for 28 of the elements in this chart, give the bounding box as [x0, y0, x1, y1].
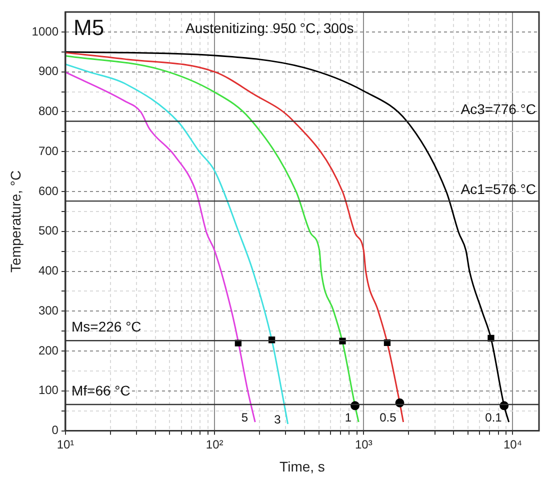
y-axis-title: Temperature, °C	[7, 170, 24, 272]
x-tick-label: 10¹	[56, 437, 74, 452]
ref-line-label: Ac3=776 °C	[460, 101, 536, 118]
y-tick-label: 200	[38, 343, 59, 358]
y-tick-label: 300	[38, 303, 59, 318]
y-tick-label: 600	[38, 184, 59, 198]
chart-title: M5	[73, 15, 104, 40]
y-tick-label: 900	[38, 64, 59, 78]
y-tick-label: 0	[52, 423, 59, 438]
y-tick-label: 100	[38, 383, 59, 398]
series-label: 1	[344, 410, 352, 424]
ref-line-label: Ac1=576 °C	[460, 180, 536, 197]
series-label: 3	[274, 412, 282, 426]
series-label: 5	[241, 410, 248, 424]
series-label: 0.1	[485, 410, 502, 424]
series-label: 0.5	[380, 410, 397, 424]
y-tick-label: 700	[38, 144, 59, 158]
x-tick-label: 10⁴	[503, 437, 522, 452]
x-tick-label: 10³	[354, 437, 372, 452]
x-tick-label: 10²	[206, 437, 224, 452]
y-tick-label: 500	[38, 224, 59, 238]
y-tick-label: 400	[38, 264, 59, 278]
text: Austenitizing: 950 °C, 300s	[185, 20, 354, 36]
y-tick-label: 1000	[32, 24, 59, 38]
x-axis-title: Time, s	[280, 458, 325, 474]
ref-line-label: Ms=226 °C	[71, 318, 142, 335]
ref-line-label: Mf=66 °C	[71, 382, 130, 398]
y-tick-label: 800	[38, 104, 59, 118]
